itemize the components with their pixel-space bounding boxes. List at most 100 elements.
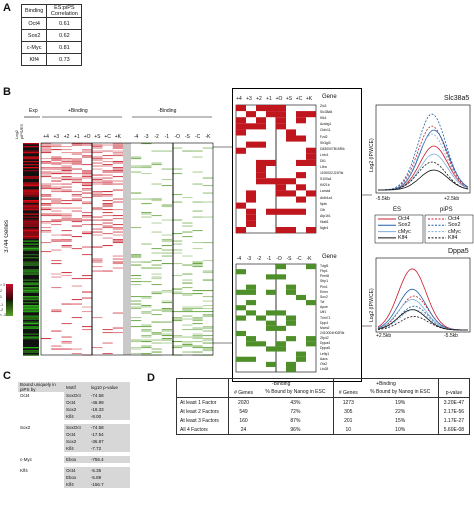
binding-mark	[192, 264, 203, 266]
binding-mark	[102, 225, 113, 227]
scale-red	[6, 284, 13, 300]
correlation-table: Binding ES:piPS Correlation Oct4 0.61 Sox…	[20, 4, 83, 66]
binding-cell	[246, 289, 256, 295]
binding-mark	[182, 341, 193, 343]
binding-mark	[192, 210, 203, 212]
cell-p: 2.17E-56	[437, 407, 470, 416]
binding-cell	[266, 178, 276, 185]
binding-cell	[246, 196, 256, 203]
binding-mark	[172, 335, 183, 337]
binding-cell	[276, 111, 286, 118]
column-header: -K	[306, 256, 312, 262]
binding-mark	[182, 287, 193, 289]
binding-mark	[202, 339, 213, 341]
binding-cell	[266, 274, 276, 280]
binding-mark	[131, 165, 142, 167]
binding-mark	[182, 222, 193, 224]
binding-mark	[51, 213, 62, 215]
binding-cell	[246, 284, 256, 290]
binding-mark	[102, 203, 113, 205]
exp-stripe	[23, 302, 39, 304]
binding-mark	[82, 275, 93, 277]
factor-cell: Klf4	[20, 53, 48, 66]
binding-mark	[51, 239, 62, 241]
binding-mark	[51, 249, 62, 251]
motif-cell: Oct4	[64, 431, 89, 438]
binding-mark	[141, 167, 152, 169]
binding-mark	[141, 329, 152, 331]
binding-mark	[51, 330, 62, 332]
header-minus-binding: -Binding	[228, 378, 334, 388]
binding-mark	[82, 203, 93, 205]
column-header: +1	[74, 134, 80, 140]
binding-mark	[112, 167, 123, 169]
binding-cell	[246, 190, 256, 197]
pvalue-cell: -36.87	[88, 438, 130, 445]
legend-item: Oct4	[448, 216, 460, 222]
motif-cell: Klf4	[64, 445, 89, 452]
binding-mark	[172, 240, 183, 242]
gene-label: Fbp1	[320, 269, 328, 274]
binding-mark	[102, 150, 113, 152]
binding-mark	[102, 233, 113, 235]
column-header: +O	[275, 96, 283, 102]
exp-stripe	[23, 270, 39, 272]
binding-mark	[102, 206, 113, 208]
binding-mark	[82, 254, 93, 256]
binding-mark	[92, 219, 103, 221]
binding-mark	[41, 198, 52, 200]
binding-mark	[41, 194, 52, 196]
binding-mark	[151, 248, 162, 250]
binding-mark	[182, 150, 193, 152]
binding-cell	[236, 269, 246, 275]
factor-cell	[18, 399, 64, 406]
binding-mark	[82, 171, 93, 173]
binding-mark	[82, 219, 93, 221]
binding-mark	[182, 311, 193, 313]
binding-cell	[266, 310, 276, 316]
binding-mark	[172, 147, 183, 149]
binding-cell	[306, 153, 316, 160]
exp-stripe	[23, 350, 39, 352]
legend-item: Sox2	[448, 222, 461, 229]
binding-mark	[202, 308, 213, 310]
binding-mark	[202, 327, 213, 329]
column-header: +1	[266, 96, 272, 102]
factor-cell	[18, 413, 64, 420]
binding-mark	[141, 213, 152, 215]
binding-mark	[151, 231, 162, 233]
cell-p: 1.17E-27	[437, 416, 470, 425]
factor-cell: Klf4	[20, 468, 28, 473]
binding-mark	[61, 189, 72, 191]
binding-mark	[92, 192, 103, 194]
exp-stripe	[23, 143, 39, 145]
binding-cell	[276, 227, 286, 234]
gene-label: Slc38a5	[320, 110, 333, 115]
table-row: Sox2 0.62	[20, 29, 83, 42]
binding-mark	[61, 167, 72, 169]
binding-mark	[102, 219, 113, 221]
table-row: All 4 Factors 24 96% 10 10% 5.60E-08	[177, 425, 470, 435]
binding-mark	[51, 159, 62, 161]
binding-mark	[41, 144, 52, 146]
column-header: -1	[266, 256, 272, 262]
separator-column	[123, 143, 131, 355]
binding-mark	[182, 225, 193, 227]
binding-cell	[296, 111, 306, 118]
binding-mark	[71, 158, 82, 160]
binding-cell	[276, 117, 286, 124]
table-row: c-Myc 0.81	[20, 41, 83, 54]
binding-cell	[276, 346, 286, 352]
column-header: +2	[63, 134, 70, 140]
curve-pips-klf4	[377, 315, 468, 331]
binding-mark	[112, 171, 123, 173]
binding-mark	[141, 143, 152, 145]
binding-mark	[151, 351, 162, 353]
binding-mark	[161, 255, 172, 257]
binding-mark	[112, 242, 123, 244]
column-header: +4	[43, 134, 49, 140]
binding-mark	[202, 290, 213, 292]
gene-label: S100a1	[320, 177, 332, 182]
column-header: -S	[184, 134, 190, 140]
binding-mark	[151, 276, 162, 278]
